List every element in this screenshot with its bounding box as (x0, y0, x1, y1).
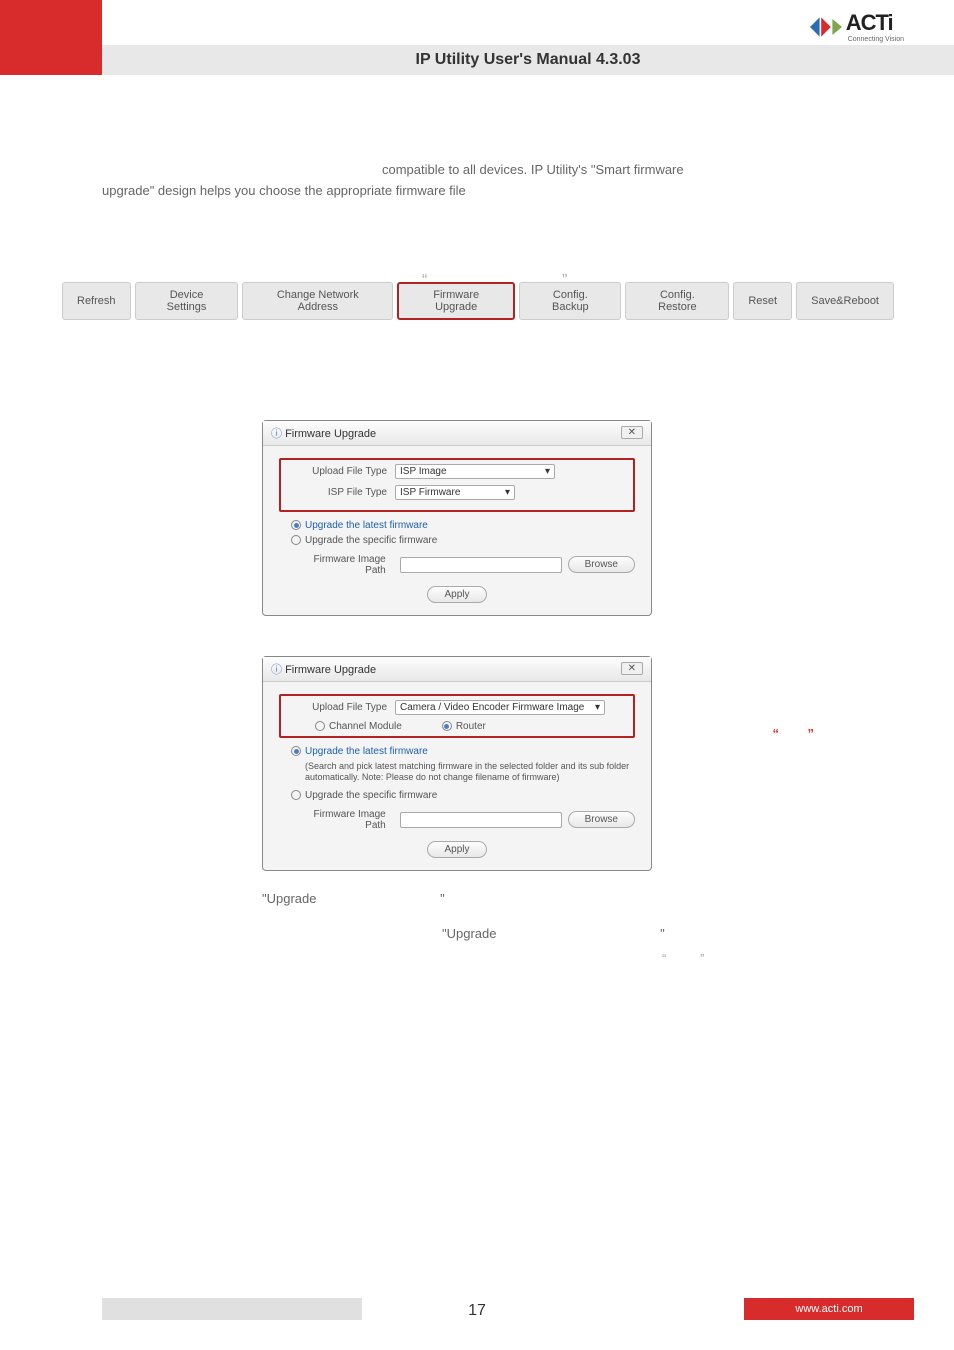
page-number: 17 (468, 1302, 486, 1320)
radio-icon (291, 746, 301, 756)
close-icon[interactable]: ✕ (621, 662, 643, 675)
upload-file-type-select-2[interactable]: Camera / Video Encoder Firmware Image▾ (395, 700, 605, 715)
firmware-dialog-1: ⓘ Firmware Upgrade ✕ Upload File Type IS… (262, 420, 652, 616)
red-quote-open: “ (773, 726, 780, 741)
dialog2-note: (Search and pick latest matching firmwar… (305, 761, 635, 784)
apply-button[interactable]: Apply (427, 586, 486, 603)
radio-specific-firmware[interactable]: Upgrade the specific firmware (291, 535, 635, 546)
dialog2-highlight-box: Upload File Type Camera / Video Encoder … (279, 694, 635, 738)
config-backup-button[interactable]: Config. Backup (519, 282, 621, 320)
config-restore-button[interactable]: Config. Restore (625, 282, 729, 320)
info-icon: ⓘ (271, 664, 282, 676)
logo-icon (810, 14, 842, 40)
firmware-path-label-2: Firmware Image Path (299, 809, 394, 831)
radio-icon (291, 790, 301, 800)
radio-latest-firmware-2[interactable]: Upgrade the latest firmware (291, 746, 635, 757)
quote-close: ” (562, 272, 567, 290)
radio-icon (315, 721, 325, 731)
dialog1-titlebar: ⓘ Firmware Upgrade ✕ (263, 421, 651, 446)
radio-router[interactable]: Router (442, 721, 486, 732)
toolbar: Refresh Device Settings Change Network A… (62, 282, 894, 320)
isp-file-type-label: ISP File Type (285, 487, 395, 498)
header-title: IP Utility User's Manual 4.3.03 (416, 51, 641, 69)
dialog2-titlebar: ⓘ Firmware Upgrade ✕ (263, 657, 651, 682)
dialog1-highlight-box: Upload File Type ISP Image▾ ISP File Typ… (279, 458, 635, 512)
logo-text: ACTi (846, 10, 904, 36)
radio-icon (442, 721, 452, 731)
device-settings-button[interactable]: Device Settings (135, 282, 239, 320)
header-band: IP Utility User's Manual 4.3.03 (102, 45, 954, 75)
chevron-down-icon: ▾ (545, 466, 550, 477)
radio-specific-firmware-2[interactable]: Upgrade the specific firmware (291, 790, 635, 801)
apply-button-2[interactable]: Apply (427, 841, 486, 858)
upload-file-type-label: Upload File Type (285, 466, 395, 477)
footer-url[interactable]: www.acti.com (744, 1298, 914, 1320)
radio-icon (291, 520, 301, 530)
intro-text: compatible to all devices. IP Utility's … (102, 160, 894, 202)
chevron-down-icon: ▾ (505, 487, 510, 498)
info-icon: ⓘ (271, 428, 282, 440)
red-quote-close: ” (808, 726, 815, 741)
radio-channel-module[interactable]: Channel Module (315, 721, 402, 732)
logo-tagline: Connecting Vision (848, 36, 904, 43)
bottom-quotes: “ ” (662, 951, 894, 966)
bottom-text-1: "Upgrade " (262, 891, 894, 906)
bottom-text-2: "Upgrade " (442, 926, 894, 941)
logo: ACTi Connecting Vision (810, 10, 904, 43)
firmware-upgrade-button[interactable]: Firmware Upgrade (397, 282, 515, 320)
quote-open: “ (422, 272, 427, 290)
firmware-path-input-2[interactable] (400, 812, 562, 828)
close-icon[interactable]: ✕ (621, 426, 643, 439)
refresh-button[interactable]: Refresh (62, 282, 131, 320)
left-red-bar (0, 0, 102, 75)
intro-line1: compatible to all devices. IP Utility's … (102, 160, 894, 181)
radio-icon (291, 535, 301, 545)
dialog2-title: Firmware Upgrade (285, 664, 376, 676)
change-network-button[interactable]: Change Network Address (242, 282, 393, 320)
firmware-path-label: Firmware Image Path (299, 554, 394, 576)
firmware-dialog-2: ⓘ Firmware Upgrade ✕ Upload File Type Ca… (262, 656, 652, 871)
browse-button[interactable]: Browse (568, 556, 635, 573)
upload-file-type-label-2: Upload File Type (285, 702, 395, 713)
browse-button-2[interactable]: Browse (568, 811, 635, 828)
intro-line2: upgrade" design helps you choose the app… (102, 181, 894, 202)
dialog1-title: Firmware Upgrade (285, 428, 376, 440)
reset-button[interactable]: Reset (733, 282, 792, 320)
upload-file-type-select[interactable]: ISP Image▾ (395, 464, 555, 479)
firmware-path-input[interactable] (400, 557, 562, 573)
save-reboot-button[interactable]: Save&Reboot (796, 282, 894, 320)
isp-file-type-select[interactable]: ISP Firmware▾ (395, 485, 515, 500)
footer-gray-bar (102, 1298, 362, 1320)
radio-latest-firmware[interactable]: Upgrade the latest firmware (291, 520, 635, 531)
chevron-down-icon: ▾ (595, 702, 600, 713)
